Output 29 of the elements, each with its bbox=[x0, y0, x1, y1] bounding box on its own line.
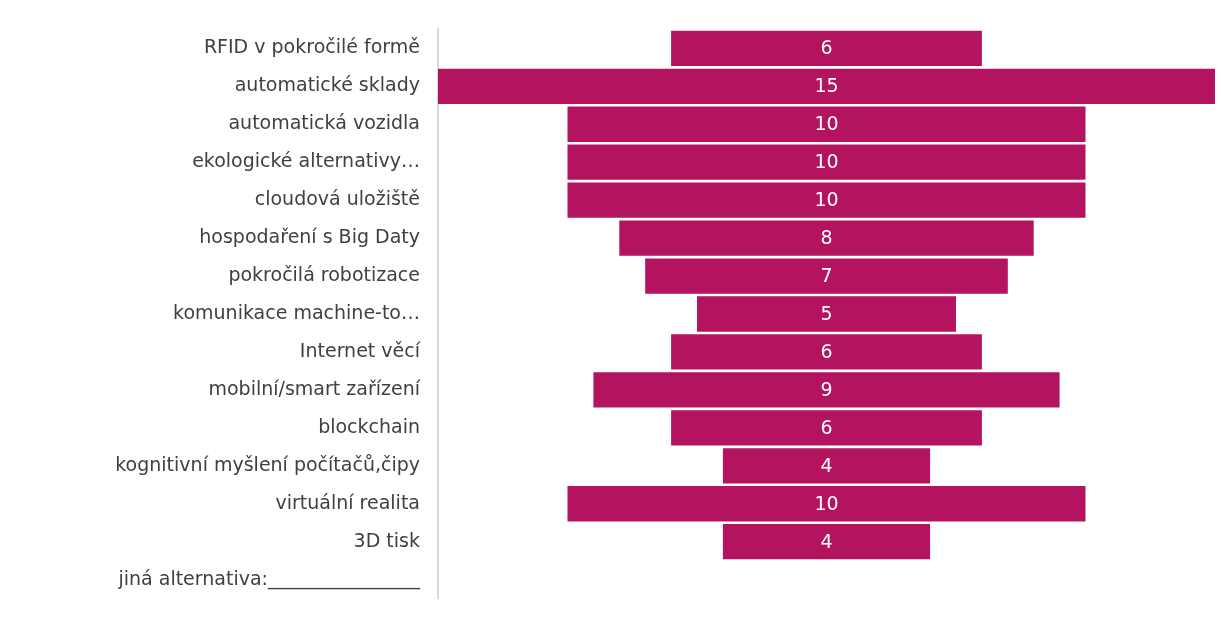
category-label: cloudová uložiště bbox=[254, 187, 420, 210]
data-label: 10 bbox=[814, 491, 839, 514]
category-label: kognitivní myšlení počítačů,čipy bbox=[115, 452, 420, 475]
category-label: komunikace machine-to… bbox=[173, 300, 420, 323]
category-label: blockchain bbox=[318, 414, 420, 437]
data-label: 6 bbox=[820, 339, 833, 362]
category-label: mobilní/smart zařízení bbox=[208, 376, 421, 399]
data-label: 15 bbox=[814, 74, 839, 97]
data-label: 6 bbox=[820, 36, 833, 59]
data-label: 10 bbox=[814, 112, 839, 135]
category-label: automatické sklady bbox=[234, 73, 420, 96]
category-label: jiná alternativa:________________ bbox=[117, 566, 421, 590]
category-label: Internet věcí bbox=[299, 338, 421, 361]
data-label: 8 bbox=[820, 226, 833, 249]
category-label: ekologické alternativy… bbox=[192, 149, 420, 172]
data-label: 5 bbox=[820, 301, 833, 324]
data-label: 9 bbox=[820, 377, 833, 400]
data-label: 4 bbox=[820, 529, 833, 552]
category-label: 3D tisk bbox=[353, 528, 420, 551]
data-label: 10 bbox=[814, 150, 839, 173]
data-label: 7 bbox=[820, 263, 833, 286]
data-label: 6 bbox=[820, 415, 833, 438]
data-label: 4 bbox=[820, 453, 833, 476]
category-label: RFID v pokročilé formě bbox=[203, 35, 420, 58]
category-label: pokročilá robotizace bbox=[228, 262, 420, 285]
category-label: virtuální realita bbox=[275, 490, 420, 513]
category-label: hospodaření s Big Daty bbox=[199, 225, 420, 248]
category-label: automatická vozidla bbox=[228, 111, 420, 134]
data-label: 10 bbox=[814, 188, 839, 211]
